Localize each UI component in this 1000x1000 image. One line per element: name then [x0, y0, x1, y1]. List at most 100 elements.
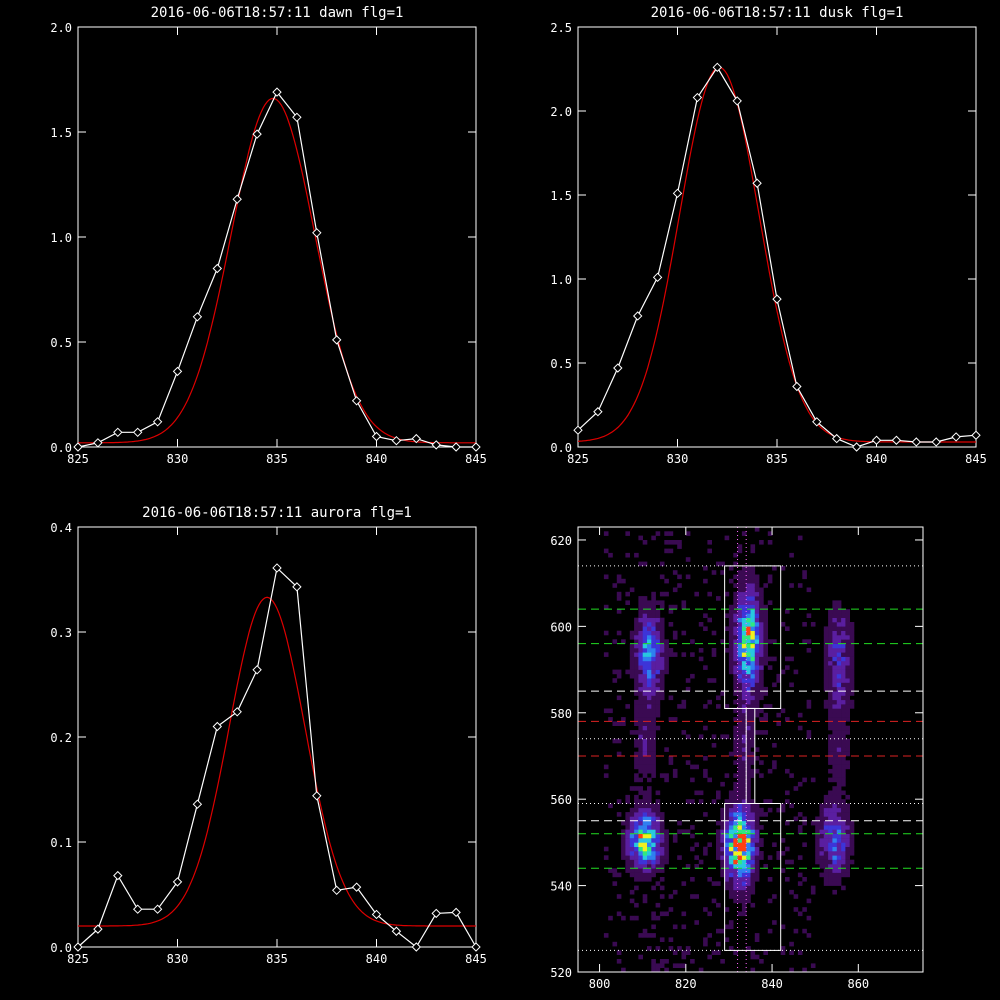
heatmap-cell	[647, 760, 652, 765]
heatmap-cell	[625, 812, 630, 817]
heatmap-cell	[750, 838, 756, 843]
y-tick-label: 0.4	[50, 521, 72, 535]
heatmap-cell	[634, 751, 639, 757]
heatmap-cell	[754, 712, 760, 718]
heatmap-cell	[690, 777, 695, 783]
heatmap-cell	[638, 682, 643, 688]
heatmap-cell	[746, 794, 751, 800]
heatmap-cell	[698, 790, 704, 796]
heatmap-cell	[741, 898, 747, 904]
heatmap-cell	[754, 583, 760, 588]
heatmap-cell	[655, 686, 661, 692]
heatmap-cell	[733, 851, 738, 856]
heatmap-cell	[664, 855, 669, 860]
heatmap-cell	[741, 570, 747, 575]
heatmap-cell	[629, 889, 635, 895]
heatmap-cell	[655, 678, 661, 683]
heatmap-cell	[806, 734, 812, 739]
heatmap-cell	[845, 747, 850, 752]
heatmap-cell	[759, 643, 764, 649]
heatmap-cell	[737, 574, 743, 580]
heatmap-cell	[841, 768, 846, 774]
heatmap-cell	[642, 799, 648, 804]
heatmap-cell	[638, 829, 643, 834]
heatmap-cell	[754, 846, 760, 852]
heatmap-cell	[716, 881, 721, 886]
heatmap-cell	[750, 648, 756, 653]
heatmap-cell	[685, 557, 691, 562]
heatmap-cell	[836, 756, 842, 761]
heatmap-cell	[655, 902, 661, 908]
heatmap-cell	[750, 574, 756, 580]
heatmap-cell	[651, 622, 656, 627]
heatmap-cell	[733, 829, 738, 834]
heatmap-cell	[728, 799, 734, 804]
heatmap-cell	[793, 894, 799, 899]
heatmap-cell	[616, 959, 622, 964]
heatmap-cell	[789, 967, 794, 973]
heatmap-cell	[733, 773, 738, 778]
dawn-profile-plot: 825 830 835 840 8450.00.51.01.52.02016-06-06…	[50, 5, 487, 466]
heatmap-cell	[629, 825, 635, 830]
heatmap-cell	[724, 937, 730, 942]
heatmap-cell	[819, 851, 825, 856]
heatmap-cell	[832, 747, 837, 752]
heatmap-cell	[638, 825, 643, 830]
data-point	[331, 335, 342, 345]
y-tick-label: 0.0	[50, 941, 72, 955]
heatmap-cell	[681, 881, 687, 886]
heatmap-cell	[638, 635, 643, 640]
heatmap-cell	[754, 877, 760, 882]
heatmap-cell	[828, 816, 833, 822]
y-tick-label: 1.0	[550, 273, 572, 287]
heatmap-cell	[664, 747, 669, 752]
heatmap-cell	[638, 864, 643, 869]
heatmap-cell	[737, 734, 743, 739]
heatmap-cell	[647, 747, 652, 752]
heatmap-cell	[832, 613, 837, 618]
heatmap-cell	[642, 764, 648, 770]
heatmap-cell	[741, 678, 747, 683]
heatmap-cell	[759, 760, 764, 765]
heatmap-cell	[763, 626, 768, 631]
heatmap-cell	[634, 648, 639, 653]
plot-title: 2016-06-06T18:57:11 aurora flg=1	[142, 505, 412, 521]
heatmap-cell	[836, 643, 842, 649]
heatmap-cell	[703, 851, 708, 856]
heatmap-cell	[608, 868, 613, 873]
heatmap-cell	[737, 747, 743, 752]
heatmap-cell	[647, 686, 652, 692]
heatmap-cell	[647, 799, 652, 804]
heatmap-cell	[733, 617, 738, 623]
heatmap-cell	[746, 773, 751, 778]
heatmap-cell	[776, 712, 781, 718]
heatmap-cell	[763, 630, 768, 636]
heatmap-cell	[754, 600, 760, 605]
heatmap-cell	[634, 691, 639, 696]
heatmap-cell	[746, 600, 751, 605]
heatmap-cell	[741, 639, 747, 644]
heatmap-cell	[728, 877, 734, 882]
heatmap-cell	[841, 691, 846, 696]
heatmap-cell	[832, 881, 837, 886]
heatmap-cell	[845, 743, 850, 748]
heatmap-cell	[746, 825, 751, 830]
heatmap-cell	[707, 699, 712, 705]
heatmap-cell	[741, 725, 747, 731]
heatmap-cell	[754, 747, 760, 752]
x-tick-label: 830	[667, 452, 689, 466]
heatmap-cell	[698, 648, 704, 653]
heatmap-cell	[737, 851, 743, 856]
heatmap-cell	[828, 738, 833, 744]
heatmap-cell	[621, 578, 626, 584]
heatmap-cell	[733, 699, 738, 705]
heatmap-cell	[612, 738, 618, 744]
heatmap-cell	[746, 833, 751, 839]
heatmap-cell	[737, 630, 743, 636]
heatmap-cell	[750, 639, 756, 644]
heatmap-cell	[733, 894, 738, 899]
heatmap-cell	[832, 846, 837, 852]
heatmap-cell	[642, 859, 648, 865]
heatmap-cell	[767, 807, 773, 813]
x-tick-label: 840	[761, 977, 783, 991]
